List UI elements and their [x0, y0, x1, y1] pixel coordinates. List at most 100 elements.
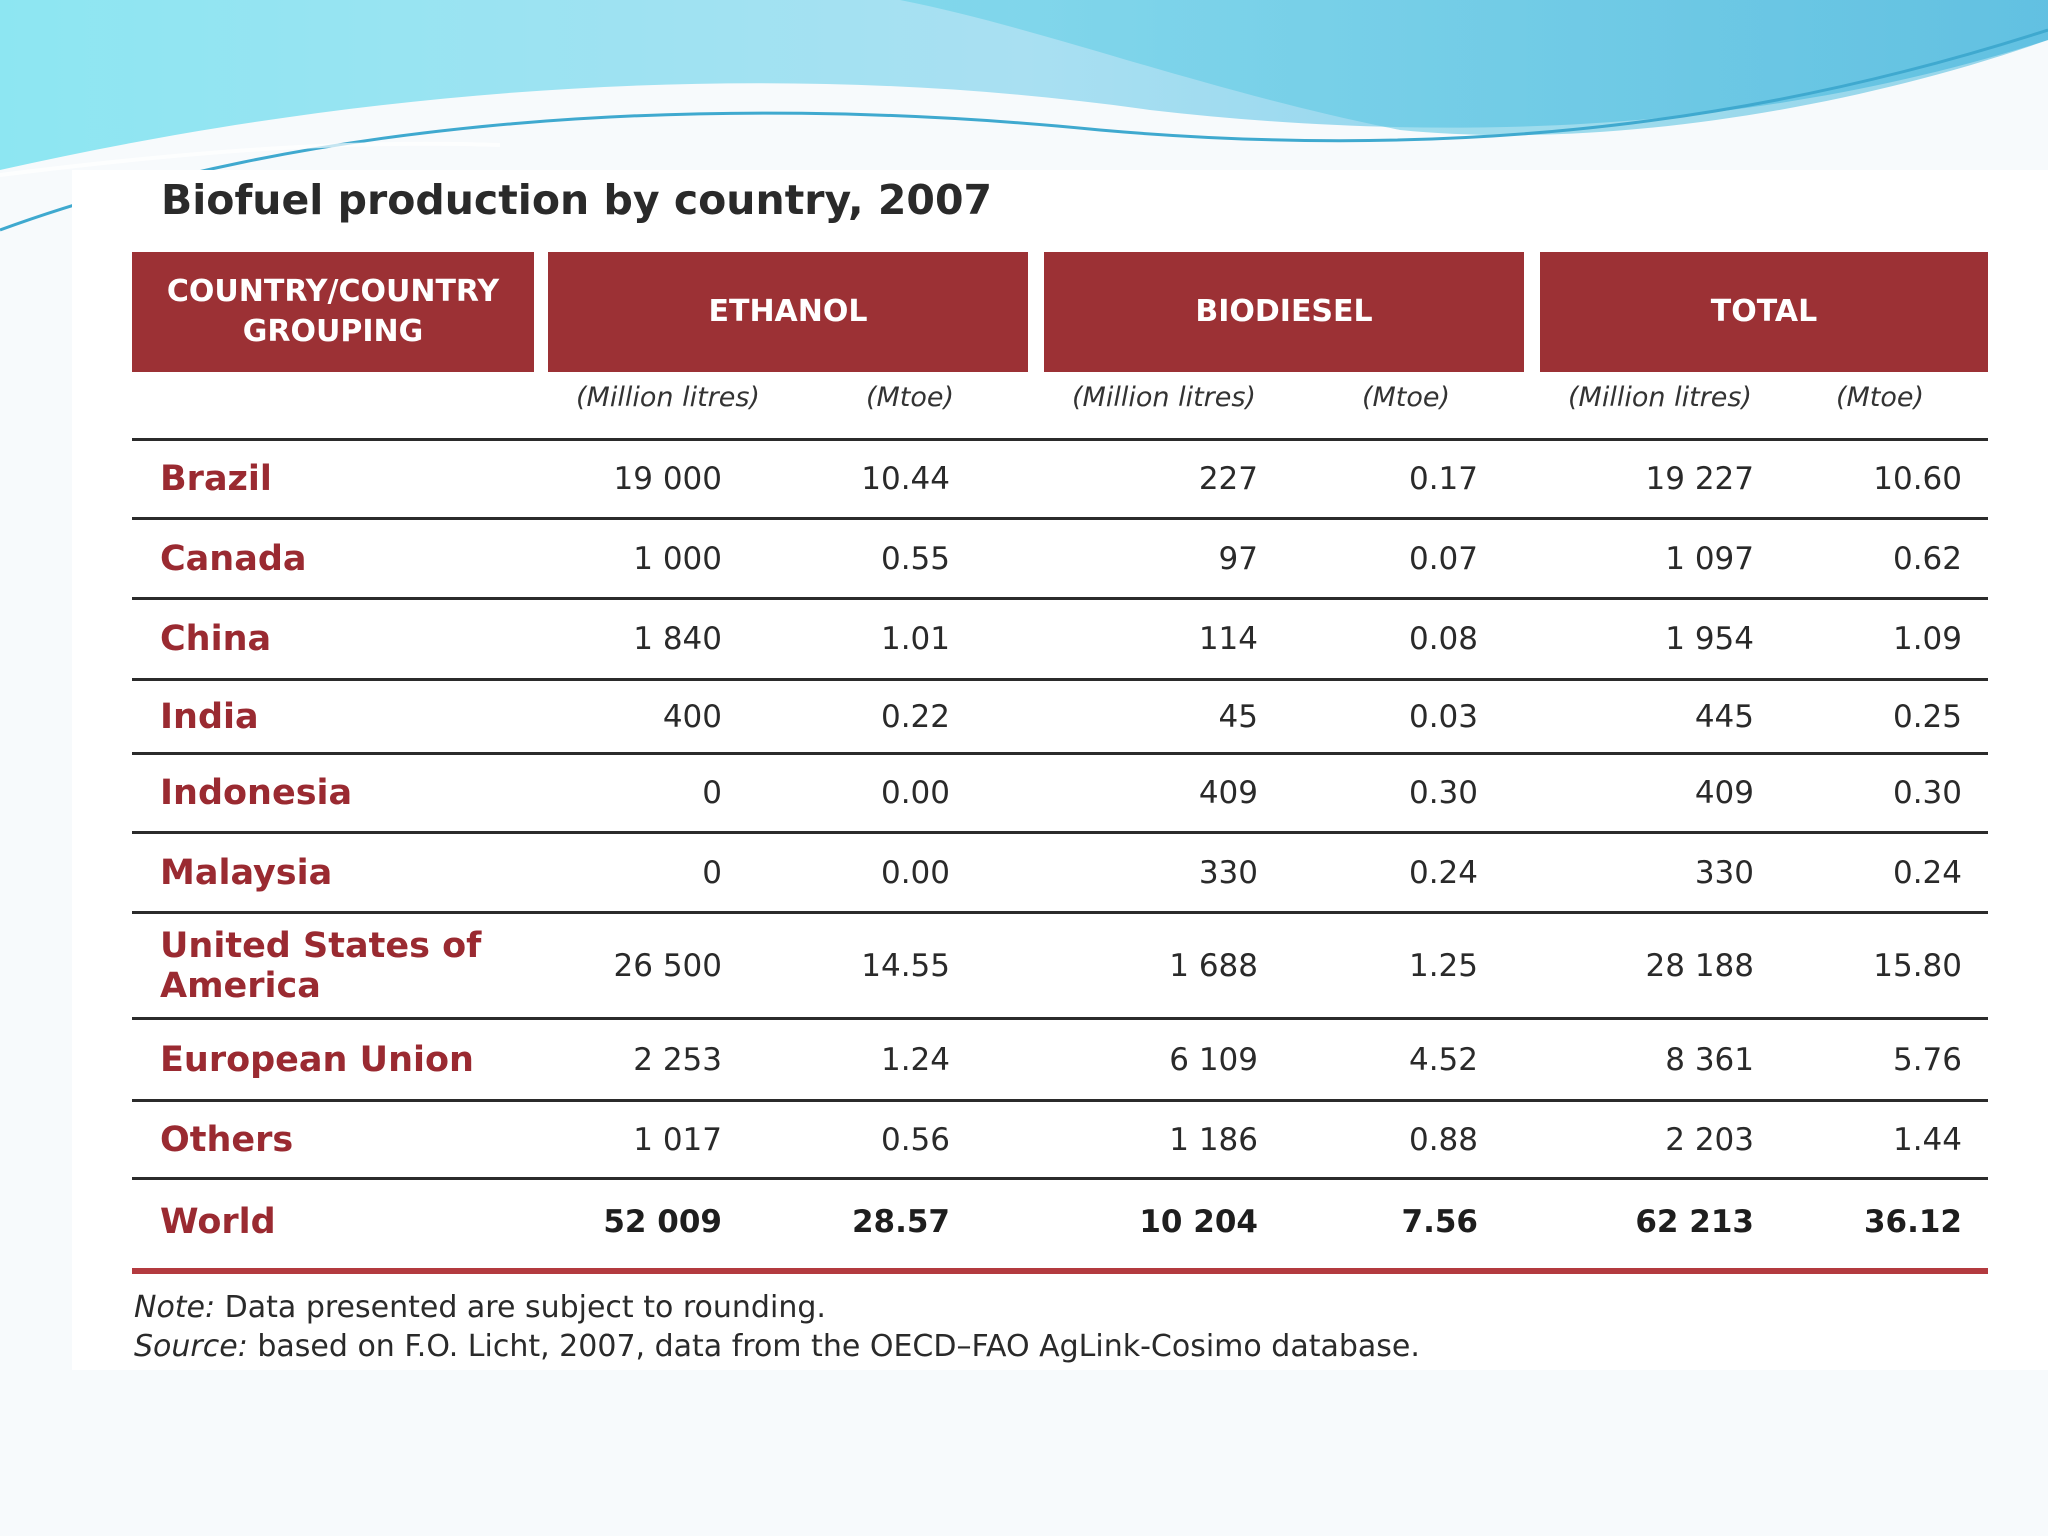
- total-mtoe-cell: 0.30: [1892, 775, 1962, 811]
- total-litres-cell: 330: [1694, 854, 1754, 891]
- total-litres-cell: 8 361: [1665, 1041, 1754, 1078]
- country-name: Others: [160, 1119, 294, 1160]
- ethanol-mtoe-cell: 0.56: [880, 1121, 950, 1158]
- biodiesel-litres-cell: 97: [1218, 540, 1258, 577]
- ethanol-litres-cell: 26 500: [613, 947, 722, 984]
- biodiesel-mtoe-cell: 0.07: [1408, 540, 1478, 577]
- total-mtoe-cell: 1.09: [1892, 621, 1962, 657]
- biodiesel-litres-cell: 6 109: [1169, 1041, 1258, 1078]
- total-mtoe-cell: 1.44: [1892, 1121, 1962, 1158]
- country-name: Canada: [160, 538, 307, 579]
- row-divider: [132, 1177, 1988, 1180]
- biodiesel-litres-cell: 330: [1198, 854, 1258, 891]
- ethanol-mtoe-cell: 1.01: [880, 621, 950, 657]
- ethanol-litres-cell: 1 000: [633, 540, 722, 577]
- total-litres-cell: 2 203: [1665, 1121, 1754, 1158]
- total-litres-cell: 445: [1694, 698, 1754, 735]
- country-name: China: [160, 619, 272, 659]
- table-row: Others 1 017 0.56 1 186 0.88 2 203 1.44: [132, 1102, 1988, 1177]
- source-label: Source:: [134, 1329, 248, 1364]
- ethanol-litres-cell: 19 000: [613, 461, 722, 497]
- row-divider: [132, 438, 1988, 441]
- biodiesel-mtoe-cell: 0.24: [1408, 854, 1478, 891]
- total-mtoe-cell: 0.24: [1892, 854, 1962, 891]
- biodiesel-litres-cell: 1 688: [1169, 947, 1258, 984]
- biodiesel-mtoe-cell: 4.52: [1408, 1041, 1478, 1078]
- decorative-swoosh: [0, 0, 2048, 232]
- row-divider: [132, 517, 1988, 520]
- total-mtoe-cell: 0.62: [1892, 540, 1962, 577]
- biodiesel-litres-cell: 409: [1198, 775, 1258, 811]
- table-row: Brazil 19 000 10.44 227 0.17 19 227 10.6…: [132, 441, 1988, 517]
- table-row: China 1 840 1.01 114 0.08 1 954 1.09: [132, 600, 1988, 678]
- country-name: Brazil: [160, 459, 272, 499]
- table-row: European Union 2 253 1.24 6 109 4.52 8 3…: [132, 1020, 1988, 1099]
- ethanol-litres-cell: 1 017: [633, 1121, 722, 1158]
- biodiesel-litres-cell: 227: [1198, 461, 1258, 497]
- table-row: United States of America 26 500 14.55 1 …: [132, 914, 1988, 1017]
- row-divider: [132, 1017, 1988, 1020]
- total-mtoe-cell: 5.76: [1892, 1041, 1962, 1078]
- country-name: Malaysia: [160, 852, 333, 893]
- total-litres-cell: 28 188: [1645, 947, 1754, 984]
- row-divider: [132, 911, 1988, 914]
- row-divider: [132, 678, 1988, 681]
- ethanol-mtoe-cell: 0.00: [880, 775, 950, 811]
- subheader-total-litres: (Million litres): [1568, 382, 1752, 413]
- biodiesel-litres-cell: 45: [1218, 698, 1258, 735]
- header-ethanol: ETHANOL: [548, 252, 1028, 372]
- total-litres-cell: 1 954: [1665, 621, 1754, 657]
- ethanol-mtoe-cell: 28.57: [851, 1204, 950, 1240]
- table-note: Note: Data presented are subject to roun…: [134, 1290, 826, 1325]
- subheader-ethanol-litres: (Million litres): [576, 382, 760, 413]
- total-mtoe-cell: 10.60: [1873, 461, 1962, 497]
- subheader-biodiesel-litres: (Million litres): [1072, 382, 1256, 413]
- note-label: Note:: [134, 1290, 216, 1325]
- biodiesel-litres-cell: 114: [1198, 621, 1258, 657]
- total-mtoe-cell: 36.12: [1863, 1204, 1962, 1240]
- total-mtoe-cell: 0.25: [1892, 698, 1962, 735]
- biodiesel-mtoe-cell: 0.08: [1408, 621, 1478, 657]
- row-divider: [132, 1099, 1988, 1102]
- ethanol-mtoe-cell: 14.55: [861, 947, 950, 984]
- slide-title: Biofuel production by country, 2007: [161, 176, 993, 224]
- row-divider: [132, 752, 1988, 755]
- ethanol-mtoe-cell: 0.55: [880, 540, 950, 577]
- subheader-total-mtoe: (Mtoe): [1835, 382, 1925, 413]
- biodiesel-mtoe-cell: 1.25: [1408, 947, 1478, 984]
- table-row: Indonesia 0 0.00 409 0.30 409 0.30: [132, 755, 1988, 831]
- source-text: based on F.O. Licht, 2007, data from the…: [247, 1329, 1420, 1364]
- note-text: Data presented are subject to rounding.: [215, 1290, 826, 1325]
- header-country: COUNTRY/COUNTRY GROUPING: [132, 252, 534, 372]
- table-source: Source: based on F.O. Licht, 2007, data …: [134, 1329, 1420, 1364]
- total-litres-cell: 1 097: [1665, 540, 1754, 577]
- biodiesel-mtoe-cell: 0.17: [1408, 461, 1478, 497]
- total-mtoe-cell: 15.80: [1873, 947, 1962, 984]
- country-name: European Union: [160, 1039, 474, 1080]
- biodiesel-litres-cell: 10 204: [1139, 1204, 1258, 1240]
- ethanol-mtoe-cell: 10.44: [861, 461, 950, 497]
- ethanol-mtoe-cell: 1.24: [880, 1041, 950, 1078]
- subheader-ethanol-mtoe: (Mtoe): [865, 382, 955, 413]
- ethanol-litres-cell: 0: [702, 775, 722, 811]
- header-total: TOTAL: [1540, 252, 1988, 372]
- table-row: Canada 1 000 0.55 97 0.07 1 097 0.62: [132, 520, 1988, 597]
- row-divider: [132, 597, 1988, 600]
- ethanol-litres-cell: 1 840: [633, 621, 722, 657]
- subheader-biodiesel-mtoe: (Mtoe): [1361, 382, 1451, 413]
- ethanol-mtoe-cell: 0.00: [880, 854, 950, 891]
- header-biodiesel: BIODIESEL: [1044, 252, 1524, 372]
- biodiesel-litres-cell: 1 186: [1169, 1121, 1258, 1158]
- country-name: Indonesia: [160, 773, 353, 813]
- row-divider: [132, 831, 1988, 834]
- country-name: United States of America: [160, 925, 482, 1006]
- country-name: World: [160, 1202, 276, 1242]
- country-name: India: [160, 696, 259, 737]
- ethanol-litres-cell: 2 253: [633, 1041, 722, 1078]
- total-litres-cell: 409: [1694, 775, 1754, 811]
- ethanol-litres-cell: 400: [662, 698, 722, 735]
- ethanol-mtoe-cell: 0.22: [880, 698, 950, 735]
- table-bottom-rule: [132, 1268, 1988, 1274]
- ethanol-litres-cell: 0: [702, 854, 722, 891]
- table-row-total: World 52 009 28.57 10 204 7.56 62 213 36…: [132, 1180, 1988, 1264]
